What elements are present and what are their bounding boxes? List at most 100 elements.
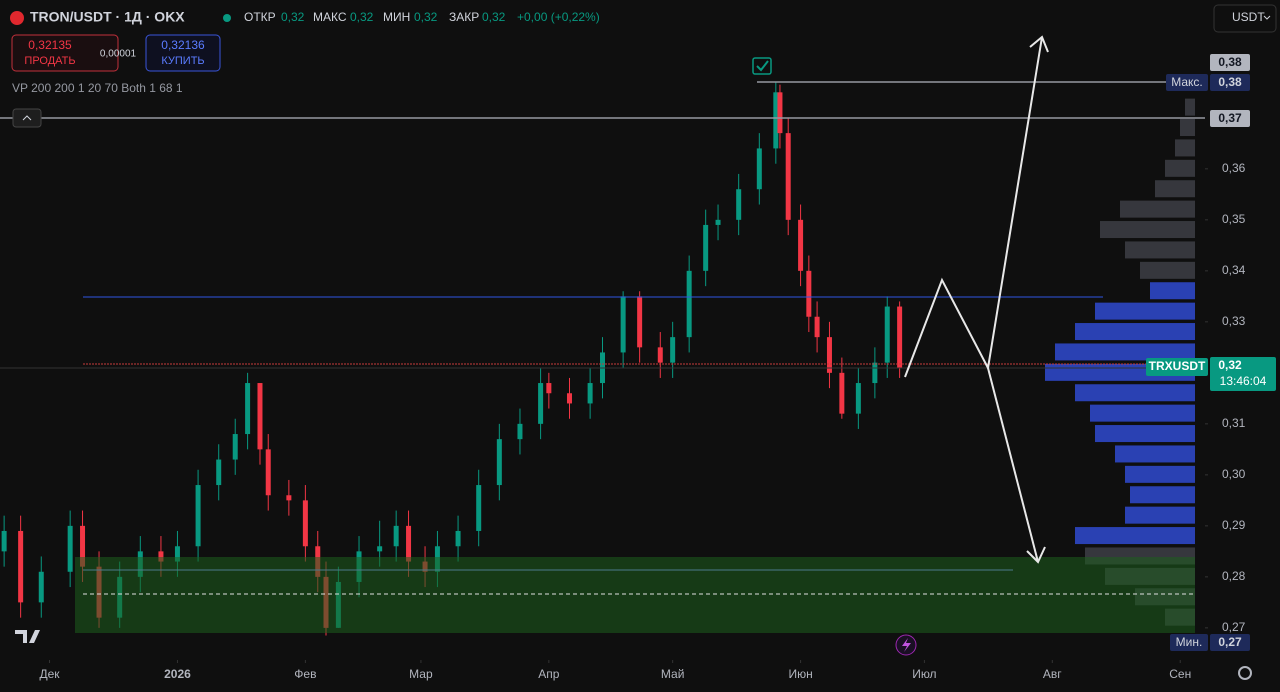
currency-select[interactable] [1213,4,1277,33]
candle-body [232,434,238,460]
volume-bar [1095,425,1195,443]
candle-body [785,133,791,220]
settings-icon[interactable] [1238,666,1252,680]
x-tick-label: Июл [912,667,936,681]
y-tick-label: 0,33 [1222,314,1246,328]
max-label: Макс. [1171,75,1203,89]
label-box [1210,74,1250,91]
level-label: 0,38 [1218,55,1242,69]
stat-label: ЗАКР [449,10,479,24]
x-tick-label: Сен [1169,667,1191,681]
candle-body [216,459,222,486]
spread: 0,00001 [100,49,137,60]
candle-body [265,449,271,496]
min-label: Мин. [1176,635,1203,649]
stat-value: 0,32 [350,10,374,24]
candle-body [587,383,593,404]
x-tick-label: Авг [1043,667,1062,681]
stat-label: МАКС [313,10,347,24]
label-box [1210,634,1250,651]
forecast-arrows [904,35,1049,564]
candle-body [195,485,201,547]
x-tick-label: Апр [538,667,560,681]
candle-body [38,571,44,603]
candle-body [826,337,832,373]
candle-body [257,383,263,450]
check-mark [756,60,769,72]
candle-body [756,148,762,190]
last-price: 0,32 [1218,358,1242,372]
y-tick-label: 0,36 [1222,161,1246,175]
x-tick-label: Дек [39,667,60,681]
volume-bar [1125,241,1195,259]
volume-bar [1185,98,1195,116]
arrow-head [1029,35,1049,53]
tv-logo[interactable] [15,630,40,643]
sell-label: ПРОДАТЬ [24,55,75,67]
stat-label: МИН [383,10,410,24]
lightning [902,638,911,652]
sell-button[interactable] [11,34,119,72]
y-tick-label: 0,34 [1222,263,1246,277]
label-box [1210,357,1276,391]
candle-body [455,530,461,547]
volume-bar [1180,119,1195,137]
candle-body [620,296,626,353]
y-tick-label: 0,28 [1222,569,1246,583]
volume-bar [1150,282,1195,300]
candle-body [18,530,24,603]
min-value: 0,27 [1218,635,1242,649]
check-icon [752,57,772,75]
x-tick-label: Мар [409,667,433,681]
volume-bar [1090,404,1195,422]
candle-body [872,362,878,384]
x-tick-label: Фев [294,667,316,681]
candle-body [496,439,502,486]
volume-bar [1055,343,1195,361]
candle-body [406,525,412,562]
volume-bar [1075,323,1195,341]
candle-body [566,393,572,404]
candle-body [703,224,709,271]
label-box [1170,634,1208,651]
sell-price: 0,32135 [28,38,72,52]
coin-logo [10,11,24,25]
stat-value: 0,32 [414,10,438,24]
volume-bar [1075,384,1195,402]
arrow-up [904,36,1043,378]
candle-body [1,530,7,552]
candle-body [174,546,180,562]
candle-body [80,525,86,567]
status-dot [223,14,231,22]
symbol-title[interactable]: TRON/USDT · 1Д · OKX [30,9,185,25]
candle-body [286,495,292,501]
dropdown-icon [1263,15,1271,20]
x-tick-label: Июн [788,667,812,681]
x-tick-label: Май [661,667,685,681]
candle-body [777,92,783,134]
collapse-button[interactable] [12,108,42,128]
candle-body [773,92,779,149]
buy-button[interactable] [145,34,221,72]
arrow-down [987,367,1039,563]
max-value: 0,38 [1218,75,1242,89]
candle-body [517,423,523,440]
candle-body [839,372,845,414]
volume-bar [1075,527,1195,545]
stat-label: ОТКР [244,10,276,24]
stat-value: 0,32 [482,10,506,24]
y-tick-label: 0,30 [1222,467,1246,481]
candle-body [670,337,676,363]
candle-body [715,219,721,225]
candle-body [798,219,804,271]
candle-body [637,296,643,348]
countdown: 13:46:04 [1220,374,1267,388]
candle-body [377,546,383,552]
volume-bar [1130,486,1195,504]
indicator-legend[interactable]: VP 200 200 1 20 70 Both 1 68 1 [12,81,183,95]
x-tick-label: 2026 [164,667,191,681]
y-tick-label: 0,35 [1222,212,1246,226]
currency: USDT [1232,10,1265,24]
candle-body [538,383,544,424]
